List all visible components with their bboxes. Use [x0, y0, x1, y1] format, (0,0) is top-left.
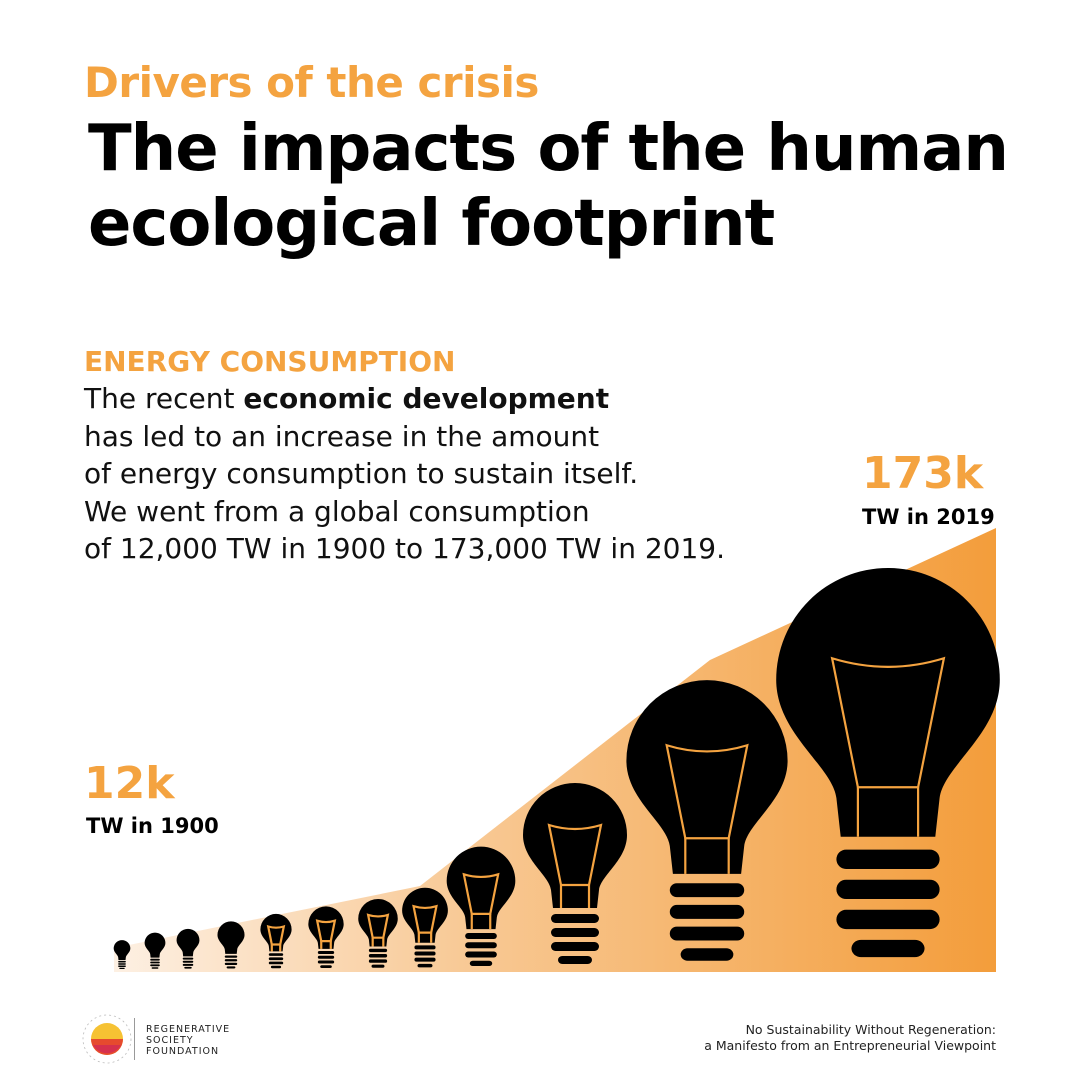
light-bulb-icon [113, 940, 131, 970]
light-bulb-icon [308, 906, 344, 968]
body-line-1: The recent economic development [84, 380, 804, 418]
logo-divider [134, 1018, 135, 1060]
footer-citation: No Sustainability Without Regeneration: … [704, 1022, 996, 1054]
body-line-5: of 12,000 TW in 1900 to 173,000 TW in 20… [84, 532, 726, 565]
light-bulb-icon [402, 887, 448, 968]
start-value: 12k [84, 758, 175, 809]
light-bulb-icon [260, 913, 292, 969]
light-bulb-icon [446, 846, 516, 967]
light-bulb-icon [176, 928, 200, 969]
body-line-2: has led to an increase in the amount [84, 419, 600, 453]
logo-line-1: REGENERATIVE [146, 1024, 231, 1035]
start-label: TW in 1900 [86, 814, 219, 838]
light-bulb-icon [626, 680, 788, 961]
light-bulb-icon [776, 567, 1000, 958]
footer-line-2: a Manifesto from an Entrepreneurial View… [704, 1038, 996, 1053]
body-line-3: of energy consumption to sustain itself. [84, 457, 639, 490]
body-line-1-bold: economic development [243, 382, 610, 415]
page-title: The impacts of the human ecological foot… [88, 112, 1009, 261]
kicker-title: Drivers of the crisis [84, 58, 539, 107]
light-bulb-icon [217, 921, 245, 969]
section-heading: ENERGY CONSUMPTION [84, 345, 456, 378]
foundation-logo [80, 1012, 240, 1066]
end-value: 173k [862, 448, 984, 499]
body-line-1-text: The recent [84, 382, 244, 415]
footer-line-1: No Sustainability Without Regeneration: [745, 1022, 996, 1037]
bulb-series [113, 567, 1000, 970]
body-line-4: We went from a global consumption [84, 494, 590, 528]
logo-line-3: FOUNDATION [146, 1046, 220, 1057]
growth-area [114, 528, 996, 972]
light-bulb-icon [144, 932, 166, 969]
light-bulb-icon [358, 898, 398, 968]
body-text: The recent economic development has led … [84, 380, 804, 568]
logo-text: REGENERATIVE SOCIETY FOUNDATION [146, 1024, 230, 1057]
sun-logo-icon [82, 1014, 132, 1064]
logo-line-2: SOCIETY [146, 1035, 194, 1046]
end-label: TW in 2019 [862, 505, 995, 529]
light-bulb-icon [523, 783, 627, 964]
